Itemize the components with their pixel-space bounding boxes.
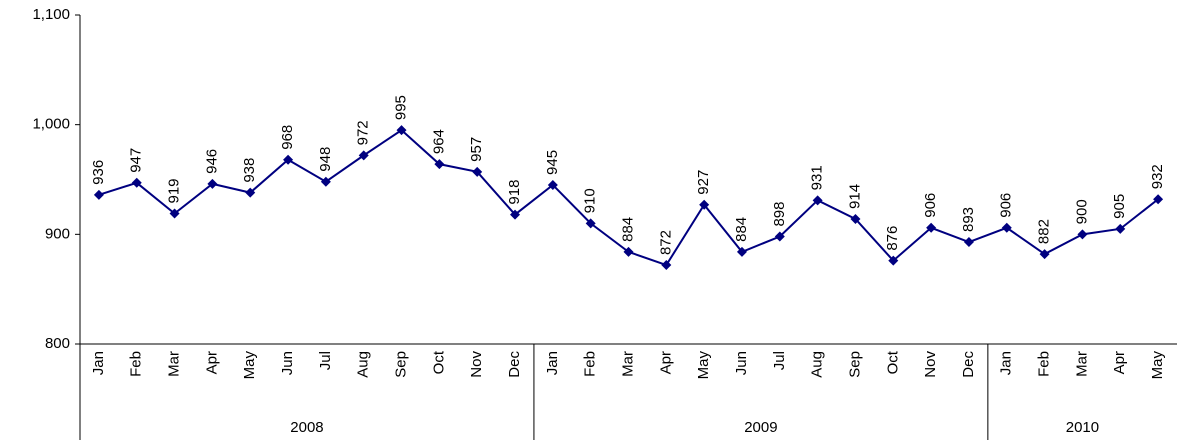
data-label: 995 <box>393 95 410 120</box>
data-label: 884 <box>619 217 636 242</box>
x-tick-label: Jun <box>733 351 750 375</box>
data-label: 910 <box>582 188 599 213</box>
x-tick-label: Mar <box>619 351 636 377</box>
x-tick-label: Jan <box>90 351 107 375</box>
data-label: 947 <box>128 148 145 173</box>
data-point <box>850 213 861 224</box>
data-label: 906 <box>922 193 939 218</box>
x-tick-label: Nov <box>468 351 485 378</box>
x-tick-label: Nov <box>922 351 939 378</box>
data-point <box>1001 222 1012 233</box>
x-tick-label: Dec <box>506 351 523 378</box>
data-label: 946 <box>203 149 220 174</box>
group-label: 2008 <box>290 419 323 436</box>
group-label: 2009 <box>744 419 777 436</box>
data-label: 964 <box>430 129 447 154</box>
data-point <box>169 208 180 219</box>
data-label: 948 <box>317 147 334 172</box>
data-label: 876 <box>884 226 901 251</box>
data-label: 927 <box>695 170 712 195</box>
x-tick-label: Jul <box>771 351 788 370</box>
data-label: 882 <box>1036 219 1053 244</box>
data-point <box>472 166 483 177</box>
data-point <box>1077 229 1088 240</box>
data-point <box>699 199 710 210</box>
data-point <box>245 187 256 198</box>
data-point <box>93 189 104 200</box>
x-tick-label: Oct <box>430 350 447 374</box>
data-label: 945 <box>544 150 561 175</box>
data-point <box>1039 249 1050 260</box>
y-tick-label: 1,000 <box>32 116 70 133</box>
data-point <box>736 246 747 257</box>
x-tick-label: Jan <box>544 351 561 375</box>
data-point <box>396 125 407 136</box>
data-point <box>585 218 596 229</box>
x-tick-label: Sep <box>846 351 863 378</box>
x-tick-label: May <box>1149 351 1166 380</box>
data-label: 893 <box>960 207 977 232</box>
data-point <box>812 195 823 206</box>
x-tick-label: Apr <box>657 351 674 374</box>
x-tick-label: Mar <box>166 351 183 377</box>
x-tick-label: May <box>241 351 258 380</box>
data-label: 898 <box>771 201 788 226</box>
data-label: 884 <box>733 217 750 242</box>
group-label: 2010 <box>1066 419 1099 436</box>
data-point <box>547 179 558 190</box>
data-point <box>963 237 974 248</box>
data-label: 914 <box>846 184 863 209</box>
data-point <box>131 177 142 188</box>
x-tick-label: Feb <box>128 351 145 377</box>
x-tick-label: May <box>695 351 712 380</box>
data-point <box>1153 194 1164 205</box>
x-tick-label: Sep <box>393 351 410 378</box>
data-label: 919 <box>166 178 183 203</box>
data-label: 906 <box>998 193 1015 218</box>
x-tick-label: Jul <box>317 351 334 370</box>
data-label: 932 <box>1149 164 1166 189</box>
data-label: 872 <box>657 230 674 255</box>
data-point <box>1115 223 1126 234</box>
data-point <box>774 231 785 242</box>
x-tick-label: Oct <box>884 350 901 374</box>
data-label: 905 <box>1111 194 1128 219</box>
x-tick-label: Aug <box>809 351 826 378</box>
data-label: 968 <box>279 125 296 150</box>
data-label: 918 <box>506 180 523 205</box>
data-label: 900 <box>1073 199 1090 224</box>
data-point <box>358 150 369 161</box>
data-point <box>207 178 218 189</box>
data-point <box>661 260 672 271</box>
data-label: 957 <box>468 137 485 162</box>
x-tick-label: Jun <box>279 351 296 375</box>
data-point <box>888 255 899 266</box>
x-tick-label: Feb <box>1036 351 1053 377</box>
data-point <box>510 209 521 220</box>
data-point <box>283 154 294 165</box>
data-label: 938 <box>241 158 258 183</box>
data-label: 931 <box>809 165 826 190</box>
data-point <box>926 222 937 233</box>
data-point <box>434 159 445 170</box>
y-tick-label: 800 <box>45 335 70 352</box>
data-label: 936 <box>90 160 107 185</box>
x-tick-label: Mar <box>1073 351 1090 377</box>
x-tick-label: Apr <box>1111 351 1128 374</box>
y-tick-label: 900 <box>45 225 70 242</box>
x-tick-label: Apr <box>203 351 220 374</box>
data-point <box>623 246 634 257</box>
y-tick-label: 1,100 <box>32 6 70 23</box>
x-tick-label: Jan <box>998 351 1015 375</box>
data-point <box>320 176 331 187</box>
x-tick-label: Aug <box>355 351 372 378</box>
data-label: 972 <box>355 120 372 145</box>
x-tick-label: Feb <box>582 351 599 377</box>
x-tick-label: Dec <box>960 351 977 378</box>
